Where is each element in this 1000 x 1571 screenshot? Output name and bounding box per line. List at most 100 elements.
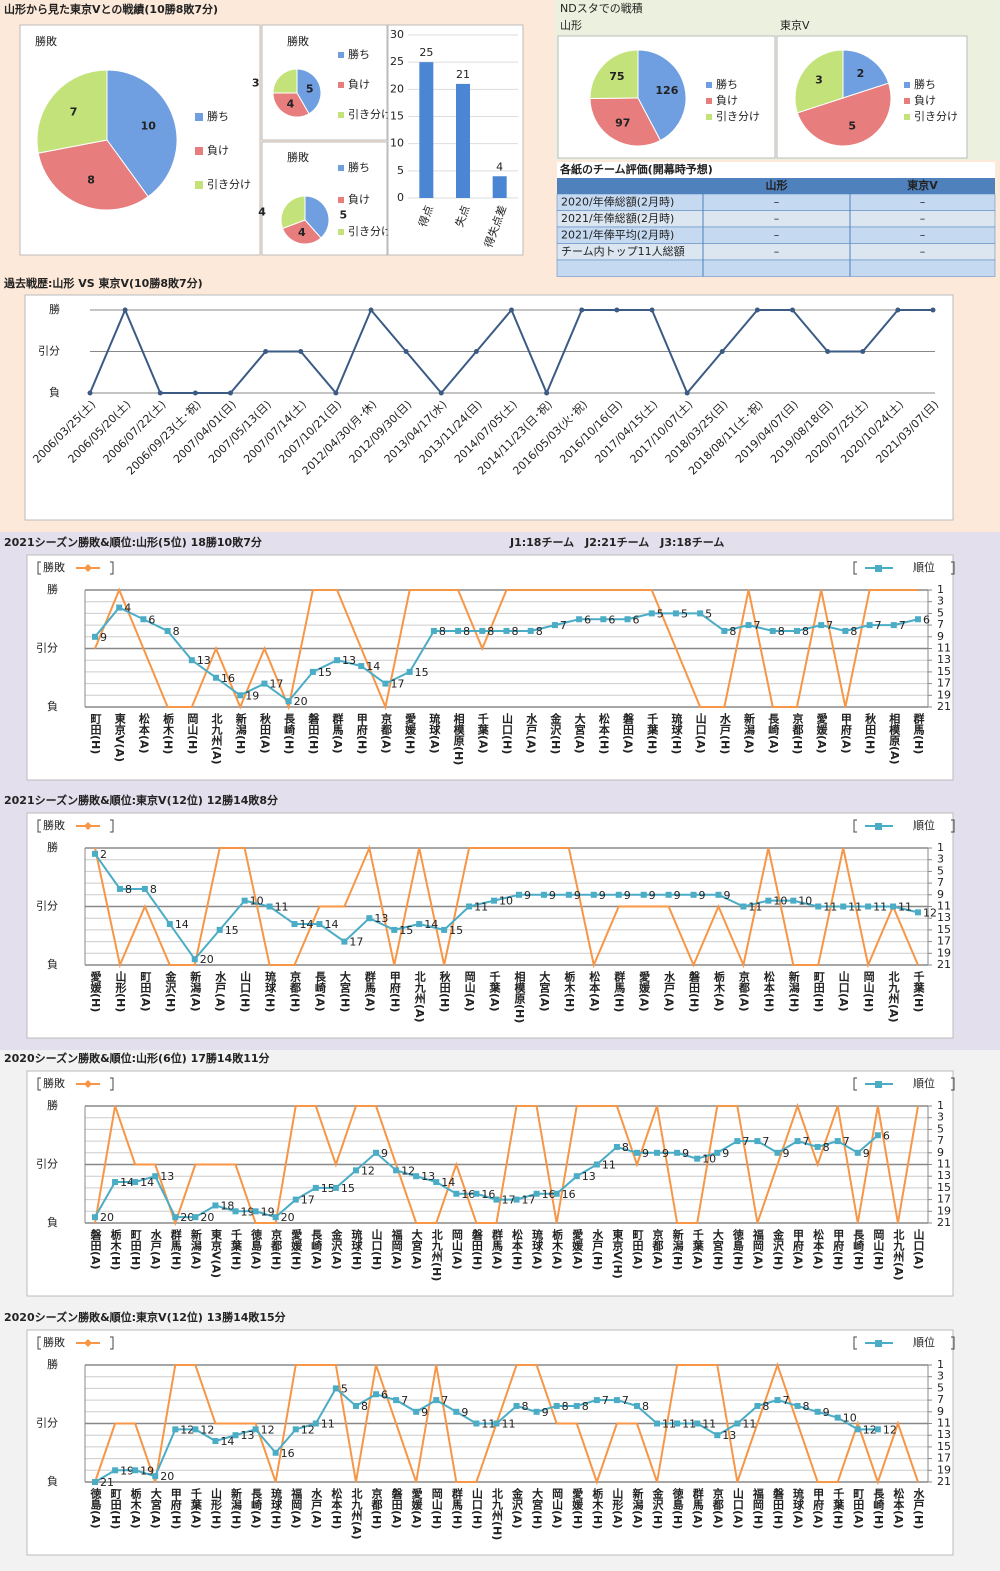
pie-slice [304, 195, 330, 239]
rank-marker [624, 616, 631, 623]
rank-marker [866, 622, 873, 629]
rank-marker [266, 903, 273, 910]
rank-marker [366, 915, 373, 922]
result-marker [263, 349, 269, 354]
rank-marker [754, 1402, 761, 1409]
x-tick-label: 福岡(H) [751, 1487, 765, 1530]
y2-tick-label: 19 [937, 688, 951, 701]
rank-marker [332, 1184, 339, 1191]
rank-marker [734, 1138, 741, 1145]
y-tick-label: 引分 [36, 1416, 58, 1430]
x-tick-label: 水戸(A) [149, 1228, 162, 1270]
rank-marker [92, 1479, 98, 1485]
rank-label: 9 [421, 1406, 428, 1419]
series-line [94, 853, 919, 961]
rank-label: 11 [321, 1418, 335, 1431]
legend-label: 勝ち [348, 160, 370, 174]
x-tick-label: 千葉(A) [189, 1487, 203, 1529]
rank-label: 8 [125, 883, 132, 896]
rank-marker [615, 891, 622, 898]
y-tick-label: 負 [47, 958, 58, 971]
y-tick-label: 30 [390, 28, 404, 41]
rank-label: 6 [608, 613, 615, 626]
rank-label: 10 [798, 895, 812, 908]
legend-label: 負け [716, 94, 738, 107]
rank-label: 8 [803, 1400, 810, 1413]
rank-label: 17 [501, 1194, 515, 1207]
rank-label: 7 [843, 1135, 850, 1148]
y2-tick-label: 17 [937, 1193, 951, 1206]
x-tick-label: 琉球(A) [531, 1228, 544, 1270]
rank-label: 15 [225, 924, 239, 937]
series-line [94, 1102, 919, 1227]
rank-label: 11 [662, 1418, 676, 1431]
x-tick-label: 栃木(H) [109, 1228, 123, 1271]
x-tick-label: 山口(A) [694, 712, 707, 754]
table-cell: – [920, 229, 926, 242]
pie-label: 5 [340, 208, 348, 221]
x-tick-label: 京都(H) [289, 970, 303, 1013]
rank-marker [291, 921, 298, 928]
rank-marker [413, 1173, 420, 1180]
legend-swatch [338, 229, 344, 235]
rank-label: 8 [536, 625, 543, 638]
rank-label: 8 [622, 1141, 629, 1154]
rank-marker [212, 1202, 219, 1209]
rank-label: 8 [512, 625, 519, 638]
y-tick-label: 20 [390, 82, 404, 95]
bar [456, 83, 470, 198]
y-tick-label: 勝 [49, 302, 60, 316]
x-tick-label: 山口(A) [837, 970, 850, 1012]
legend-bracket [853, 1336, 955, 1350]
rank-marker [172, 1214, 179, 1221]
pie-label: 97 [615, 117, 630, 130]
rank-marker [694, 1420, 701, 1427]
rank-marker [769, 627, 776, 634]
x-tick-label: 山口(H) [370, 1228, 383, 1271]
rank-label: 9 [574, 889, 581, 902]
y2-tick-label: 21 [937, 1475, 951, 1488]
y2-tick-label: 11 [937, 1417, 951, 1430]
rank-marker [814, 1143, 821, 1150]
x-tick-label: 磐田(A) [622, 712, 635, 754]
x-tick-label: 水戸(H) [718, 712, 731, 755]
rank-marker [433, 1179, 440, 1186]
rank-label: 13 [241, 1429, 255, 1442]
series-line [94, 587, 918, 711]
x-tick-label: 新潟(A) [631, 1487, 644, 1529]
rank-label: 7 [441, 1394, 448, 1407]
pie-slice [589, 49, 639, 100]
x-tick-label: 岡山(A) [450, 1229, 463, 1270]
legend-marker [84, 564, 92, 572]
rank-marker [473, 1420, 480, 1427]
rank-marker [292, 1426, 299, 1433]
legend-swatch [338, 82, 344, 88]
pie-label: 3 [815, 74, 823, 87]
legend-bracket [853, 819, 955, 833]
legend-swatch [195, 181, 203, 189]
result-marker [509, 307, 514, 313]
x-tick-label: 松本(A) [812, 1228, 825, 1270]
rank-label: 17 [269, 678, 283, 691]
x-tick-label: 北九州(A) [210, 712, 224, 765]
rank-marker [441, 926, 448, 933]
x-tick-label: 大宮(A) [538, 970, 551, 1012]
x-tick-label: 甲府(A) [792, 1229, 805, 1270]
legend-marker [84, 1080, 92, 1088]
x-tick-label: 磐田(H) [470, 1228, 483, 1271]
rank-label: 8 [522, 1400, 529, 1413]
x-tick-label: 町田(H) [109, 1488, 122, 1530]
panel [26, 554, 954, 781]
rank-label: 11 [748, 901, 762, 914]
y-tick-label: 負 [47, 1475, 58, 1488]
rank-marker [141, 885, 148, 892]
x-tick-label: 千葉(H) [230, 1228, 244, 1271]
legend-marker [84, 822, 92, 830]
rank-label: 16 [281, 1447, 295, 1460]
pie-slice [281, 219, 322, 245]
x-tick-label: 徳島(H) [731, 1228, 745, 1271]
rank-label: 6 [883, 1129, 890, 1142]
x-tick-label: 北九州(H) [430, 1228, 444, 1282]
x-tick-label: 東京V(H) [611, 1228, 624, 1279]
x-tick-label: 愛媛(H) [404, 712, 418, 755]
